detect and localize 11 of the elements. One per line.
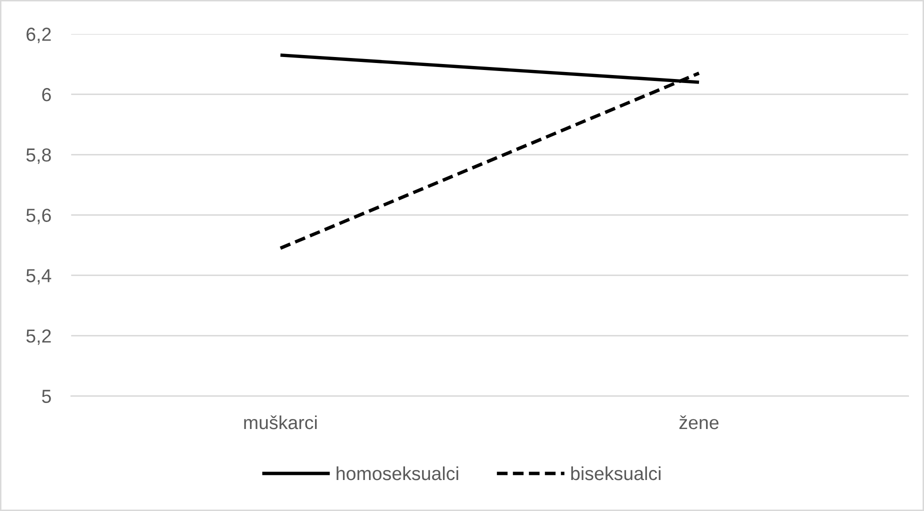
y-tick-label: 6,2 [26, 28, 51, 44]
legend-label: biseksualci [571, 466, 660, 480]
legend-label: homoseksualci [336, 466, 458, 480]
y-tick-label: 5 [42, 390, 51, 404]
y-tick-label: 5,2 [26, 329, 51, 345]
x-tick-label: muškarci [244, 415, 317, 430]
x-tick-label: žene [679, 415, 719, 430]
y-tick-label: 5,6 [26, 208, 51, 224]
y-tick-label: 6 [42, 88, 51, 102]
y-tick-label: 5,4 [26, 269, 52, 285]
y-tick-label: 5,8 [26, 148, 51, 164]
